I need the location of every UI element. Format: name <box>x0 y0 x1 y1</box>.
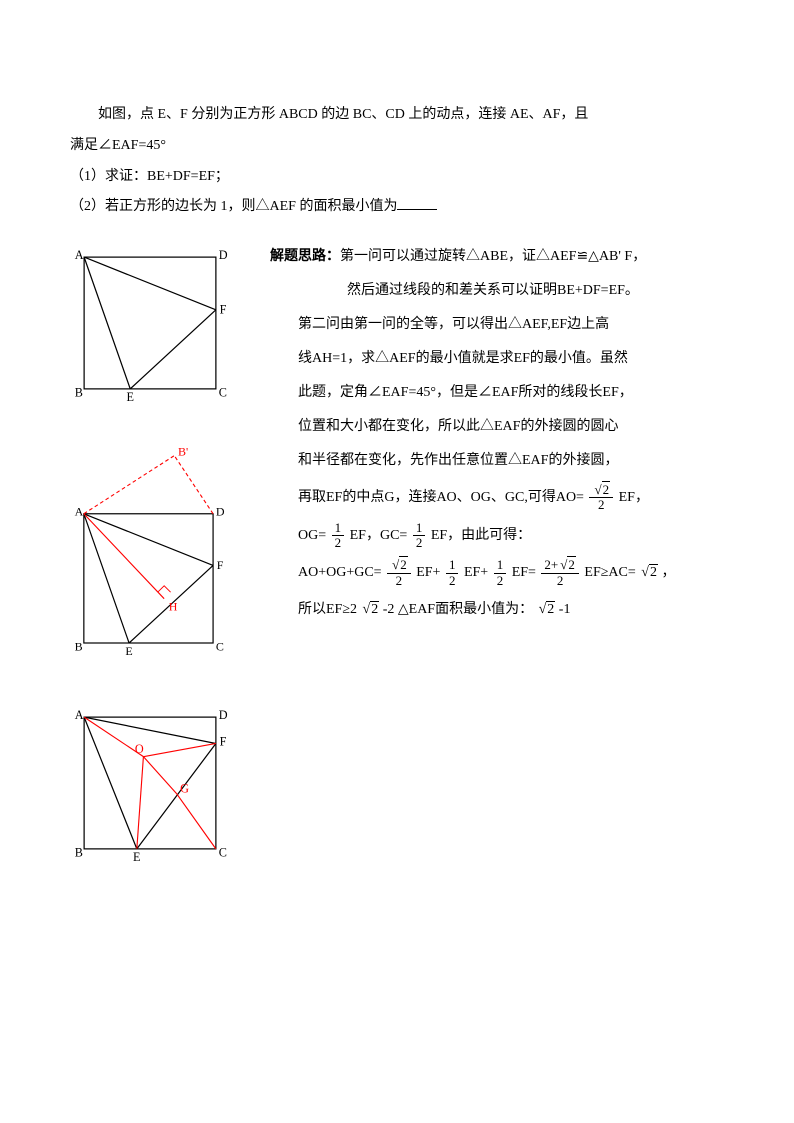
fig2-AH <box>84 514 164 599</box>
sol-p3d-post: -1 <box>559 602 571 617</box>
sol-p3a-post: EF， <box>619 490 649 505</box>
fig2-label-C: C <box>216 640 224 654</box>
problem-line1: 如图，点 E、F 分别为正方形 ABCD 的边 BC、CD 上的动点，连接 AE… <box>98 107 588 122</box>
fig2-label-E: E <box>125 644 132 658</box>
fig2-AE <box>84 514 129 643</box>
fig3-GC <box>176 794 216 850</box>
fig2-ABp-dash <box>84 456 174 514</box>
frac-sqrt2-2-a: 22 <box>589 483 613 513</box>
frac-1-2-d: 12 <box>494 558 507 588</box>
fig3-AE <box>84 717 137 849</box>
sqrt2-c: 2 <box>537 596 556 624</box>
sol-p3d-pre: 所以EF≥2 <box>298 602 357 617</box>
problem-part2: （2）若正方形的边长为 1，则△AEF 的面积最小值为 <box>70 199 397 214</box>
figure-1: A B C D E F <box>70 243 250 408</box>
frac-2plus-sqrt2-2: 2+22 <box>541 558 578 588</box>
sol-p3a-pre: 再取EF的中点G，连接AO、OG、GC,可得AO= <box>298 490 584 505</box>
problem-part1: （1）求证：BE+DF=EF； <box>70 169 229 184</box>
fig1-label-F: F <box>220 303 227 317</box>
sol-p3c-m2: EF+ <box>464 565 488 580</box>
sol-p2a: 第二问由第一问的全等，可以得出△AEF,EF边上高 <box>298 317 609 332</box>
fig1-AE <box>84 257 130 389</box>
fig3-label-F: F <box>220 735 227 749</box>
fig3-label-E: E <box>133 850 140 863</box>
fig1-label-C: C <box>219 386 227 400</box>
solution-title: 解题思路： <box>270 249 340 264</box>
fig2-label-F: F <box>217 558 224 572</box>
fig2-label-D: D <box>216 505 225 519</box>
fig3-OG <box>143 757 176 794</box>
sol-p3b-mid: EF，GC= <box>350 528 408 543</box>
sol-p3b-post: EF，由此可得： <box>431 528 531 543</box>
figures-column: A B C D E F <box>70 243 250 898</box>
sol-p2b: 线AH=1，求△AEF的最小值就是求EF的最小值。虽然 <box>298 351 628 366</box>
fig1-square <box>84 257 216 389</box>
fig3-square <box>84 717 216 849</box>
sol-p2d: 位置和大小都在变化，所以此△EAF的外接圆的圆心 <box>298 419 618 434</box>
answer-blank <box>397 195 437 210</box>
sol-p2e: 和半径都在变化，先作出任意位置△EAF的外接圆， <box>298 453 618 468</box>
sqrt2-b: 2 <box>361 596 380 624</box>
fig1-label-A: A <box>75 248 84 262</box>
sol-p1b: 然后通过线段的和差关系可以证明BE+DF=EF。 <box>347 283 639 298</box>
frac-1-2-a: 12 <box>332 521 345 551</box>
sol-p2c: 此题，定角∠EAF=45°，但是∠EAF所对的线段长EF， <box>298 385 633 400</box>
fig3-OF <box>143 744 215 757</box>
fig3-label-B: B <box>75 846 83 860</box>
problem-statement: 如图，点 E、F 分别为正方形 ABCD 的边 BC、CD 上的动点，连接 AE… <box>70 100 724 223</box>
sqrt2-a: 2 <box>639 559 658 587</box>
figure-2: A B C D E F H B' <box>70 438 250 673</box>
fig1-label-B: B <box>75 386 83 400</box>
problem-line2: 满足∠EAF=45° <box>70 138 166 153</box>
sol-p3c-m3: EF= <box>512 565 536 580</box>
fig2-label-H: H <box>169 600 178 614</box>
fig2-right-angle <box>158 586 171 592</box>
sol-p3c-post: ， <box>661 565 675 580</box>
fig2-AF <box>84 514 213 566</box>
frac-sqrt2-2-b: 22 <box>387 558 411 588</box>
sol-p3c-m1: EF+ <box>416 565 440 580</box>
frac-1-2-c: 12 <box>446 558 459 588</box>
fig1-EF <box>130 310 216 389</box>
fig1-label-D: D <box>219 248 228 262</box>
fig2-square <box>84 514 213 643</box>
fig3-OE <box>137 757 144 849</box>
fig3-label-C: C <box>219 846 227 860</box>
sol-p3c-m4: EF≥AC= <box>584 565 635 580</box>
fig2-DBp-dash <box>174 456 213 514</box>
math-block: 再取EF的中点G，连接AO、OG、GC,可得AO= 22 EF， OG= 12 … <box>270 483 724 624</box>
figure-3: A B C D E F O G <box>70 703 250 868</box>
fig3-label-O: O <box>135 742 144 756</box>
fig1-label-E: E <box>126 390 133 403</box>
frac-1-2-b: 12 <box>413 521 426 551</box>
fig3-label-A: A <box>75 708 84 722</box>
fig3-label-D: D <box>219 708 228 722</box>
fig2-label-Bp: B' <box>178 445 188 459</box>
fig1-AF <box>84 257 216 310</box>
sol-p1a: 第一问可以通过旋转△ABE，证△AEF≌△AB' F， <box>340 249 646 264</box>
sol-p3b-pre: OG= <box>298 528 326 543</box>
sol-p3c-pre: AO+OG+GC= <box>298 565 382 580</box>
solution-column: 解题思路：第一问可以通过旋转△ABE，证△AEF≌△AB' F， 然后通过线段的… <box>250 243 724 632</box>
fig3-label-G: G <box>180 782 189 796</box>
fig2-label-A: A <box>75 505 84 519</box>
fig2-label-B: B <box>75 640 83 654</box>
sol-p3d-mid: -2 △EAF面积最小值为： <box>383 602 533 617</box>
